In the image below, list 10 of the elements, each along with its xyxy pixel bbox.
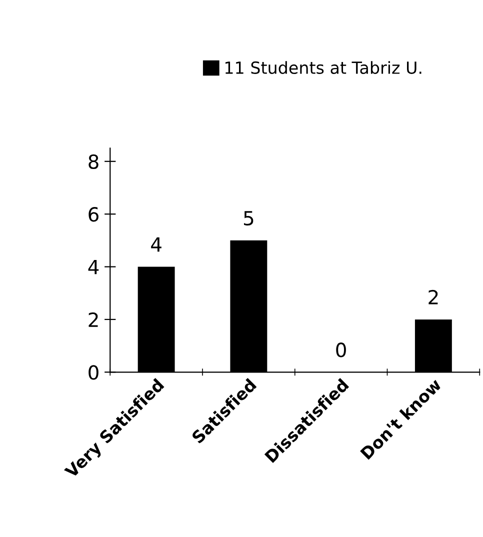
legend-label: 11 Students at Tabriz U. <box>225 61 422 74</box>
data-label: 0 <box>336 342 346 358</box>
data-label: 4 <box>151 237 162 252</box>
data-label: 2 <box>428 290 438 304</box>
y-tick-label: 2 <box>88 312 98 327</box>
y-tick-label: 0 <box>88 365 98 380</box>
y-tick-label: 4 <box>88 260 99 274</box>
data-label: 5 <box>244 211 254 226</box>
y-tick-label: 8 <box>88 154 98 170</box>
y-tick-label: 6 <box>88 207 98 222</box>
